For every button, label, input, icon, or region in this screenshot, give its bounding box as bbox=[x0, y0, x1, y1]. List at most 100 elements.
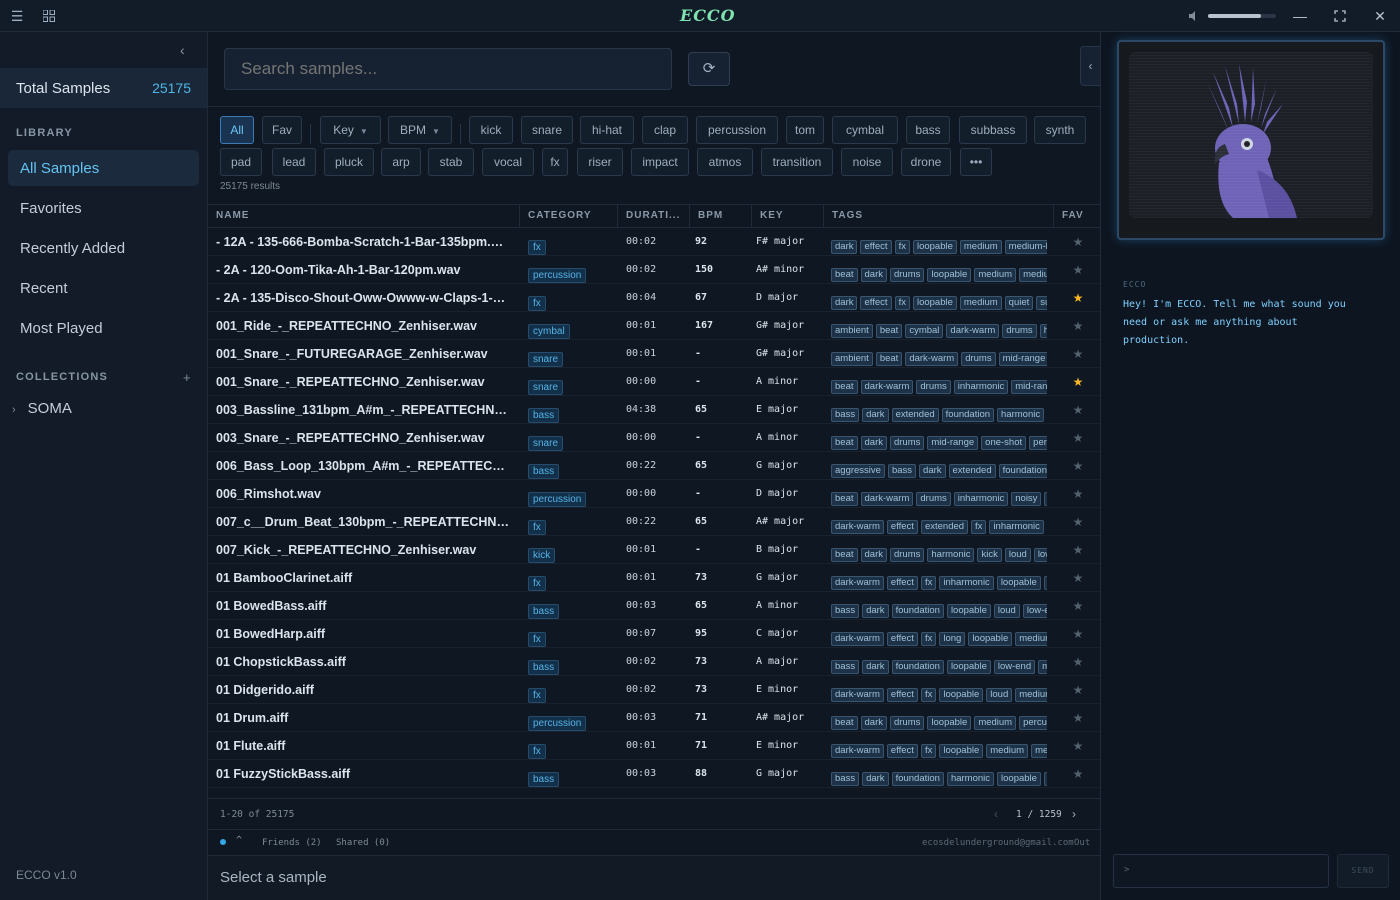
filter-fx[interactable]: fx bbox=[542, 148, 568, 176]
nav-most-played[interactable]: Most Played bbox=[20, 319, 103, 337]
col-tags[interactable]: TAGS bbox=[824, 205, 1054, 227]
filter-clap[interactable]: clap bbox=[642, 116, 688, 144]
filter-snare[interactable]: snare bbox=[521, 116, 573, 144]
filter-pluck[interactable]: pluck bbox=[324, 148, 374, 176]
table-row[interactable]: 001_Ride_-_REPEATTECHNO_Zenhiser.wav cymb… bbox=[208, 312, 1100, 340]
filter-vocal[interactable]: vocal bbox=[482, 148, 534, 176]
filter-riser[interactable]: riser bbox=[577, 148, 623, 176]
close-button[interactable]: ✕ bbox=[1374, 8, 1386, 24]
filter-stab[interactable]: stab bbox=[428, 148, 474, 176]
filter-impact[interactable]: impact bbox=[631, 148, 689, 176]
filter-hi-hat[interactable]: hi-hat bbox=[580, 116, 634, 144]
collection-soma[interactable]: › SOMA bbox=[12, 400, 72, 417]
favorite-star-icon[interactable]: ★ bbox=[1072, 319, 1084, 333]
favorite-star-icon[interactable]: ★ bbox=[1072, 711, 1084, 725]
col-category[interactable]: CATEGORY bbox=[520, 205, 618, 227]
table-row[interactable]: 007_Kick_-_REPEATTECHNO_Zenhiser.wav kick… bbox=[208, 536, 1100, 564]
nav-all-samples[interactable]: All Samples bbox=[8, 150, 199, 186]
refresh-button[interactable]: ⟳ bbox=[688, 52, 730, 86]
grid-icon[interactable] bbox=[40, 7, 58, 25]
table-row[interactable]: 01 Didgerido.aiff fx 00:02 73 E minor dark-wa… bbox=[208, 676, 1100, 704]
table-row[interactable]: 003_Snare_-_REPEATTECHNO_Zenhiser.wav sna… bbox=[208, 424, 1100, 452]
filter-key-dropdown[interactable]: Key ▼ bbox=[320, 116, 381, 144]
col-key[interactable]: KEY bbox=[752, 205, 824, 227]
table-row[interactable]: 007_c__Drum_Beat_130bpm_-_REPEATTECHNO.w… bbox=[208, 508, 1100, 536]
favorite-star-icon[interactable]: ★ bbox=[1072, 291, 1084, 305]
filter-pad[interactable]: pad bbox=[220, 148, 262, 176]
filter-bass[interactable]: bass bbox=[906, 116, 950, 144]
favorite-star-icon[interactable]: ★ bbox=[1072, 627, 1084, 641]
collapse-sidebar-button[interactable]: ‹ bbox=[180, 42, 185, 58]
table-row[interactable]: 001_Snare_-_FUTUREGARAGE_Zenhiser.wav sna… bbox=[208, 340, 1100, 368]
table-row[interactable]: 01 FuzzyStickBass.aiff bass 00:03 88 G major… bbox=[208, 760, 1100, 788]
favorite-star-icon[interactable]: ★ bbox=[1072, 487, 1084, 501]
table-row[interactable]: 003_Bassline_131bpm_A#m_-_REPEATTECHNO_Z… bbox=[208, 396, 1100, 424]
favorite-star-icon[interactable]: ★ bbox=[1072, 515, 1084, 529]
search-input[interactable] bbox=[224, 48, 672, 90]
favorite-star-icon[interactable]: ★ bbox=[1072, 263, 1084, 277]
col-fav[interactable]: FAV bbox=[1062, 210, 1084, 221]
table-row[interactable]: 006_Rimshot.wav percussion 00:00 - D major be… bbox=[208, 480, 1100, 508]
favorite-star-icon[interactable]: ★ bbox=[1072, 403, 1084, 417]
table-row[interactable]: 01 ChopstickBass.aiff bass 00:02 73 A major b… bbox=[208, 648, 1100, 676]
table-row[interactable]: 01 Flute.aiff fx 00:01 71 E minor dark-warm ef… bbox=[208, 732, 1100, 760]
nav-favorites[interactable]: Favorites bbox=[20, 199, 82, 217]
more-filters-button[interactable]: ••• bbox=[960, 148, 992, 176]
favorite-star-icon[interactable]: ★ bbox=[1072, 655, 1084, 669]
volume-icon[interactable] bbox=[1188, 9, 1200, 21]
chat-input[interactable]: > bbox=[1113, 854, 1329, 888]
col-duration[interactable]: DURATI... bbox=[618, 205, 690, 227]
favorite-star-icon[interactable]: ★ bbox=[1072, 767, 1084, 781]
favorite-star-icon[interactable]: ★ bbox=[1072, 543, 1084, 557]
table-row[interactable]: 01 BowedHarp.aiff fx 00:07 95 C major dark-wa… bbox=[208, 620, 1100, 648]
table-row[interactable]: 001_Snare_-_REPEATTECHNO_Zenhiser.wav sna… bbox=[208, 368, 1100, 396]
filter-percussion[interactable]: percussion bbox=[696, 116, 778, 144]
filter-drone[interactable]: drone bbox=[901, 148, 951, 176]
add-collection-button[interactable]: + bbox=[183, 370, 191, 385]
favorite-star-icon[interactable]: ★ bbox=[1072, 375, 1084, 389]
filter-atmos[interactable]: atmos bbox=[697, 148, 753, 176]
toggle-right-panel-button[interactable]: ‹ bbox=[1080, 46, 1100, 86]
favorite-star-icon[interactable]: ★ bbox=[1072, 739, 1084, 753]
next-page-button[interactable]: › bbox=[1072, 807, 1076, 821]
nav-recent[interactable]: Recent bbox=[20, 279, 68, 297]
favorite-star-icon[interactable]: ★ bbox=[1072, 431, 1084, 445]
table-row[interactable]: 01 Drum.aiff percussion 00:03 71 A# major bea… bbox=[208, 704, 1100, 732]
filter-bpm-dropdown[interactable]: BPM ▼ bbox=[388, 116, 452, 144]
filter-transition[interactable]: transition bbox=[761, 148, 833, 176]
volume-slider[interactable] bbox=[1208, 14, 1276, 18]
prev-page-button[interactable]: ‹ bbox=[994, 807, 998, 821]
favorite-star-icon[interactable]: ★ bbox=[1072, 235, 1084, 249]
filter-fav[interactable]: Fav bbox=[262, 116, 302, 144]
logout-button[interactable]: Out bbox=[1074, 838, 1091, 848]
table-row[interactable]: 01 BowedBass.aiff bass 00:03 65 A minor bass d… bbox=[208, 592, 1100, 620]
favorite-star-icon[interactable]: ★ bbox=[1072, 347, 1084, 361]
table-row[interactable]: - 2A - 135-Disco-Shout-Oww-Owww-w-Claps-… bbox=[208, 284, 1100, 312]
table-row[interactable]: - 12A - 135-666-Bomba-Scratch-1-Bar-135b… bbox=[208, 228, 1100, 256]
col-bpm[interactable]: BPM bbox=[690, 205, 752, 227]
filter-lead[interactable]: lead bbox=[272, 148, 316, 176]
maximize-button[interactable] bbox=[1330, 6, 1350, 26]
filter-subbass[interactable]: subbass bbox=[959, 116, 1027, 144]
filter-tom[interactable]: tom bbox=[786, 116, 824, 144]
favorite-star-icon[interactable]: ★ bbox=[1072, 599, 1084, 613]
menu-icon[interactable]: ☰ bbox=[10, 8, 24, 24]
friends-tab[interactable]: Friends (2) bbox=[262, 838, 322, 848]
table-row[interactable]: 006_Bass_Loop_130bpm_A#m_-_REPEATTECHNO.… bbox=[208, 452, 1100, 480]
expand-social-button[interactable]: ^ bbox=[236, 835, 243, 846]
shared-tab[interactable]: Shared (0) bbox=[336, 838, 391, 848]
table-row[interactable]: 01 BambooClarinet.aiff fx 00:01 73 G major da… bbox=[208, 564, 1100, 592]
filter-synth[interactable]: synth bbox=[1034, 116, 1086, 144]
filter-noise[interactable]: noise bbox=[841, 148, 893, 176]
minimize-button[interactable]: — bbox=[1293, 8, 1307, 24]
favorite-star-icon[interactable]: ★ bbox=[1072, 683, 1084, 697]
filter-cymbal[interactable]: cymbal bbox=[832, 116, 898, 144]
filter-arp[interactable]: arp bbox=[381, 148, 421, 176]
table-row[interactable]: - 2A - 120-Oom-Tika-Ah-1-Bar-120pm.wav pe… bbox=[208, 256, 1100, 284]
favorite-star-icon[interactable]: ★ bbox=[1072, 459, 1084, 473]
send-button[interactable]: SEND bbox=[1337, 854, 1389, 888]
filter-all[interactable]: All bbox=[220, 116, 254, 144]
filter-kick[interactable]: kick bbox=[469, 116, 513, 144]
nav-recently-added[interactable]: Recently Added bbox=[20, 239, 126, 257]
favorite-star-icon[interactable]: ★ bbox=[1072, 571, 1084, 585]
